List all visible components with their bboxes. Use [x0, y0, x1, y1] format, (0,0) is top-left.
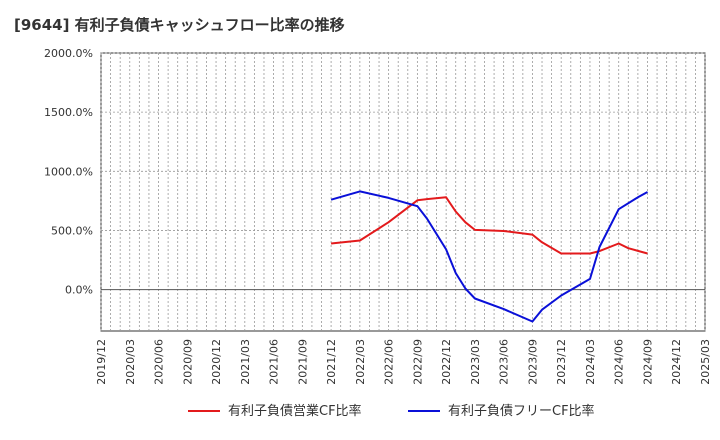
- x-tick-label: 2021/12: [325, 339, 338, 385]
- x-tick-label: 2023/12: [555, 339, 568, 385]
- x-tick-label: 2020/03: [124, 339, 137, 385]
- x-tick-label: 2020/09: [181, 339, 194, 385]
- x-tick-label: 2022/09: [411, 339, 424, 385]
- x-tick-label: 2022/03: [354, 339, 367, 385]
- y-tick-label: 1500.0%: [44, 106, 93, 119]
- y-tick-label: 0.0%: [65, 284, 93, 297]
- x-tick-label: 2019/12: [95, 339, 108, 385]
- plot-frame: [100, 52, 706, 332]
- x-tick-label: 2020/06: [153, 339, 166, 385]
- x-tick-label: 2021/09: [296, 339, 309, 385]
- x-tick-label: 2022/06: [383, 339, 396, 385]
- legend: 有利子負債営業CF比率 有利子負債フリーCF比率: [188, 403, 595, 419]
- series-layer: [330, 190, 648, 323]
- y-tick-label: 1000.0%: [44, 165, 93, 178]
- legend-label-1: 有利子負債営業CF比率: [228, 403, 362, 419]
- series-line-2: [330, 190, 648, 323]
- x-tick-label: 2025/03: [699, 339, 712, 385]
- chart-title: [9644] 有利子負債キャッシュフロー比率の推移: [14, 16, 345, 34]
- y-tick-label: 500.0%: [51, 224, 93, 237]
- legend-label-2: 有利子負債フリーCF比率: [448, 403, 595, 419]
- x-tick-label: 2021/03: [239, 339, 252, 385]
- axis-layer: 0.0% 500.0% 1000.0% 1500.0% 2000.0% 2019/12 20…: [44, 47, 712, 385]
- x-tick-label: 2023/09: [526, 339, 539, 385]
- x-tick-label: 2024/03: [584, 339, 597, 385]
- x-tick-label: 2022/12: [440, 339, 453, 385]
- x-tick-label: 2024/12: [670, 339, 683, 385]
- x-tick-label: 2024/09: [641, 339, 654, 385]
- y-tick-label: 2000.0%: [44, 47, 93, 60]
- x-tick-label: 2023/06: [498, 339, 511, 385]
- x-tick-label: 2021/06: [268, 339, 281, 385]
- grid-layer: [100, 52, 706, 331]
- x-tick-label: 2024/06: [613, 339, 626, 385]
- plot-area: [100, 52, 706, 332]
- x-tick-label: 2023/03: [469, 339, 482, 385]
- x-tick-label: 2020/12: [210, 339, 223, 385]
